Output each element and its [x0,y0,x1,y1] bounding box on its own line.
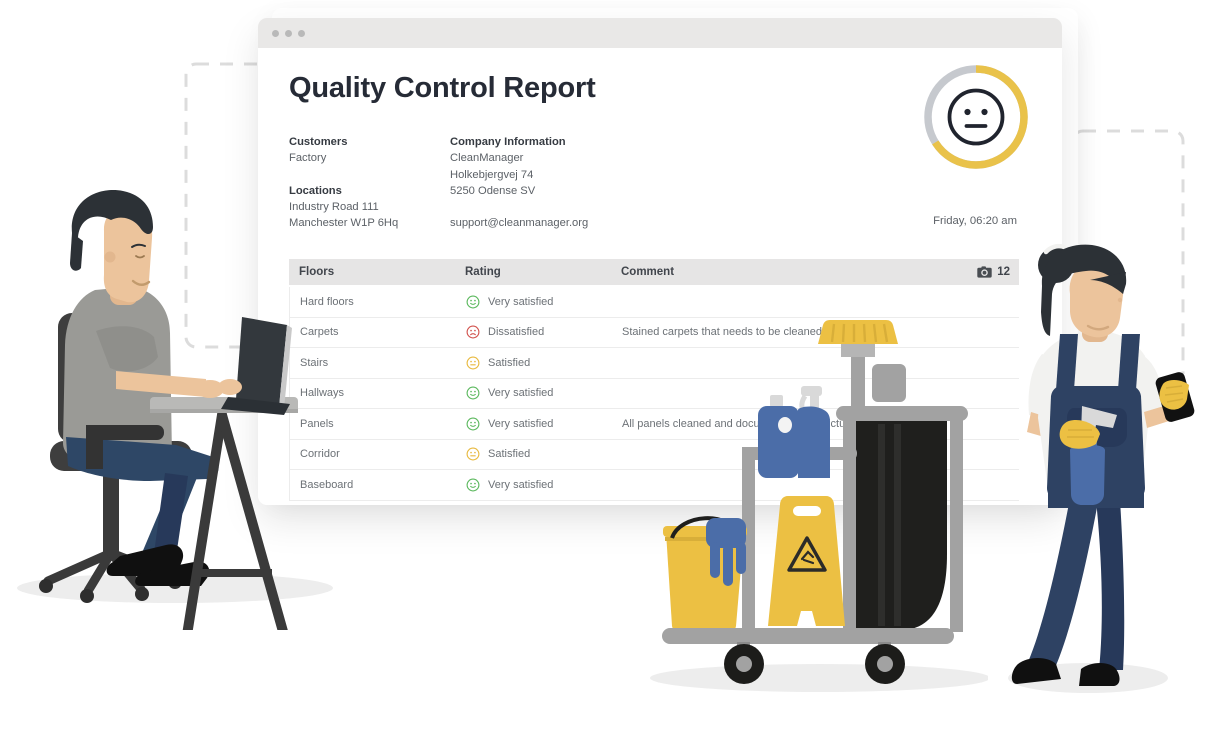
window-control-dot[interactable] [285,29,292,37]
neutral-face-icon [947,88,1005,146]
photo-count-value: 12 [997,266,1010,278]
rating-face-icon [466,325,480,339]
illustration-cleaning-cart [650,320,988,692]
window-control-dot[interactable] [298,29,305,37]
window-titlebar [258,18,1062,48]
man-arm [96,326,242,398]
row-area: Stairs [300,356,329,369]
window-control-dot[interactable] [272,29,279,37]
rating-label: Satisfied [488,356,531,369]
company-line: CleanManager [450,152,524,165]
rating-face-icon [466,356,480,370]
report-window: Quality Control Report Customers Factory… [258,18,1062,505]
company-info: Company Information CleanManager Holkebj… [450,134,670,232]
trash-bag-icon [845,420,947,630]
wet-floor-sign-icon [768,496,845,626]
row-area: Hard floors [300,295,354,308]
row-area: Baseboard [300,478,354,491]
page-title: Quality Control Report [289,72,596,104]
detergent-bottles-icon [758,386,830,478]
rating-label: Very satisfied [488,295,554,308]
camera-icon [977,266,992,278]
table-row: Corridor Satisfied [290,440,1019,470]
company-email: support@cleanmanager.org [450,217,589,230]
row-area: Hallways [300,387,345,400]
company-line: Holkebjergvej 74 [450,168,534,181]
overall-rating-gauge [921,62,1031,172]
table-row: Hard floors Very satisfied [290,287,1019,318]
rubber-glove-icon [706,518,746,586]
cart-handle [836,406,968,632]
caster-wheel-icon [865,642,905,684]
column-header-comment: Comment [621,266,675,278]
table-header-row: Floors Rating Comment 12 [289,259,1019,285]
floor-shadow [650,664,988,692]
row-area: Corridor [300,448,340,461]
customers-value: Factory [289,152,327,165]
illustration-cleaning-woman [1008,243,1195,693]
dashed-box-right [1071,129,1185,374]
rating-label: Dissatisfied [488,326,545,339]
laptop-icon [221,317,292,415]
photo-count: 12 [967,266,1019,278]
cart-left-post [742,447,755,632]
table-row: Hallways Very satisfied [290,379,1019,409]
rating-label: Very satisfied [488,387,554,400]
rating-face-icon [466,386,480,400]
company-label: Company Information [450,136,566,148]
report-table: Floors Rating Comment 12 Hard floors [289,259,1019,501]
locations-label: Locations [289,184,342,197]
row-area: Carpets [300,326,339,339]
row-comment: Stained carpets that needs to be cleaned [622,326,822,339]
customers-label: Customers [289,136,348,148]
company-line: 5250 Odense SV [450,184,536,197]
column-header-floors: Floors [299,266,335,278]
caster-wheel-icon [724,642,764,684]
location-line: Industry Road 111 [289,201,379,214]
hair-bun [1038,243,1127,336]
gauge-arc [924,65,1028,169]
cart-side-holder [872,364,906,402]
rating-face-icon [466,447,480,461]
table-row: Baseboard Very satisfied [290,470,1019,501]
customer-location-info: Customers Factory . Locations Industry R… [289,134,447,232]
row-area: Panels [300,417,334,430]
column-header-rating: Rating [465,266,501,278]
table-row: Carpets Dissatisfied Stained carpets tha… [290,318,1019,348]
location-line: Manchester W1P 6Hq [289,217,399,230]
rating-label: Very satisfied [488,478,554,491]
glove-icon [1059,420,1100,449]
cart-base [662,628,954,644]
bucket-icon [663,516,747,635]
rating-label: Very satisfied [488,417,554,430]
rating-face-icon [466,478,480,492]
rating-label: Satisfied [488,448,531,461]
report-datetime: Friday, 06:20 am [933,215,1017,227]
illustration-man-at-desk [17,190,333,630]
rating-face-icon [466,295,480,309]
rating-face-icon [466,417,480,431]
table-row: Stairs Satisfied [290,348,1019,379]
woman-figure [1011,243,1195,686]
